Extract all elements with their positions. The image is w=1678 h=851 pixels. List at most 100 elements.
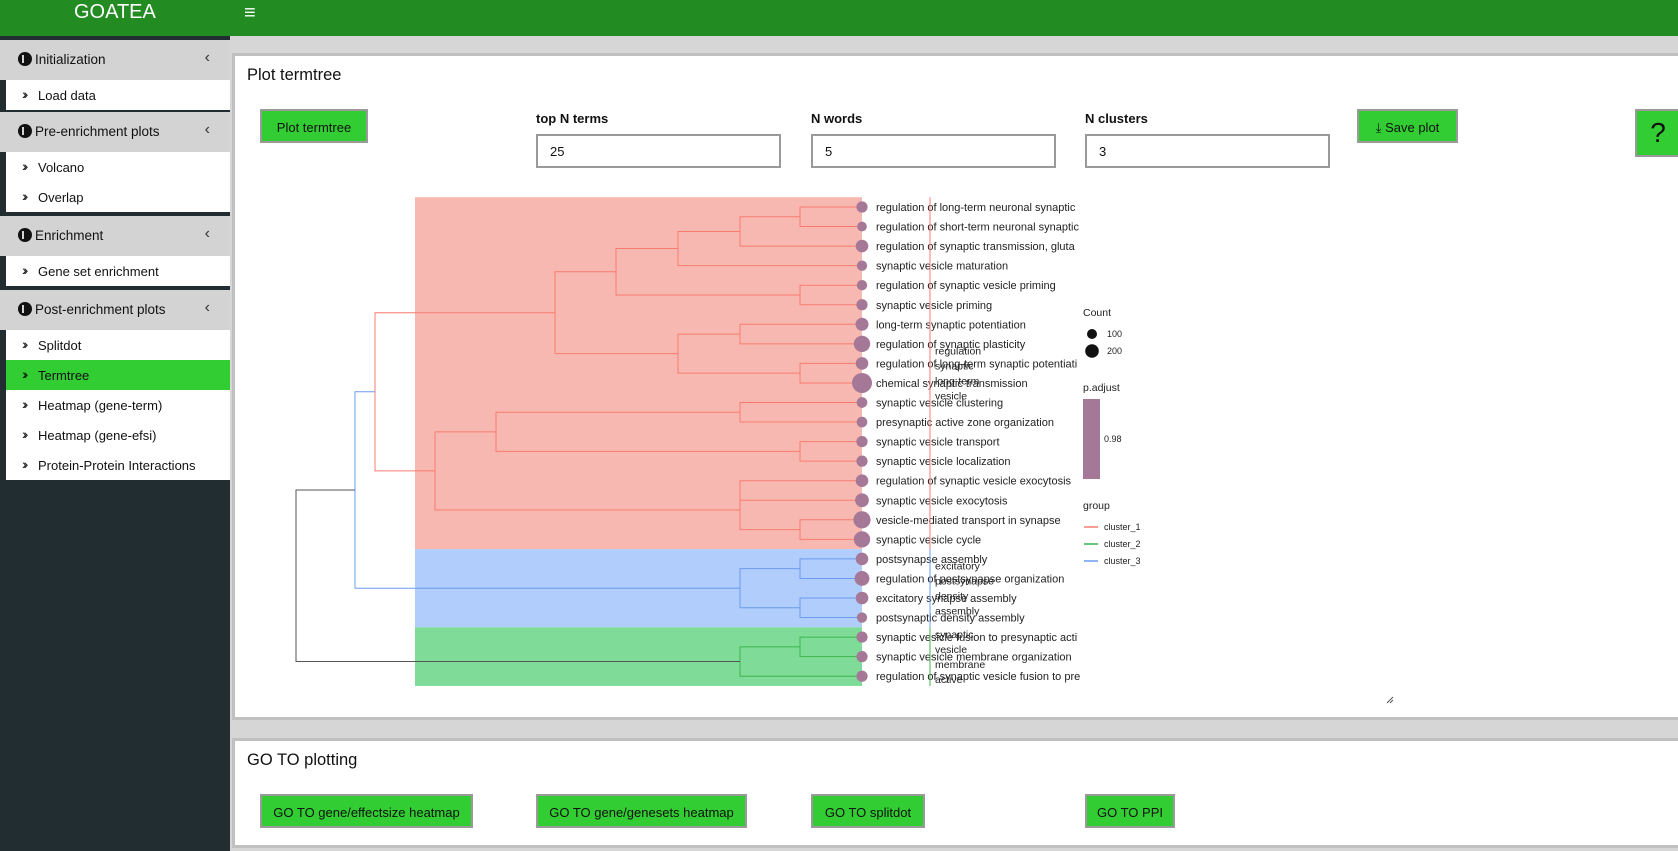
term-dot: [853, 511, 871, 529]
term-label: regulation of long-term neuronal synapti…: [876, 202, 1076, 214]
help-button[interactable]: ?: [1635, 109, 1678, 157]
term-label: postsynapse assembly: [876, 554, 988, 566]
termtree-plot: regulation of long-term neuronal synapti…: [295, 197, 1394, 704]
term-label: synaptic vesicle localization: [876, 456, 1011, 468]
padj-colorbar: [1083, 399, 1100, 479]
count-legend-label: 200: [1107, 346, 1122, 356]
count-legend-label: 100: [1107, 329, 1122, 339]
top-navbar: GOATEA ≡: [0, 0, 1678, 36]
group-legend-label: cluster_1: [1104, 522, 1141, 532]
cluster-word: synaptic: [935, 629, 974, 641]
sidebar-section-post-enrichment[interactable]: Post-enrichment plots ‹: [0, 290, 230, 330]
sidebar-section-pre-enrichment[interactable]: Pre-enrichment plots ‹: [0, 112, 230, 152]
count-legend-dot: [1087, 329, 1097, 339]
sidebar-section-initialization[interactable]: Initialization ‹: [0, 40, 230, 80]
double-chevron-icon: ››: [22, 366, 29, 382]
term-label: excitatory synapse assembly: [876, 593, 1017, 605]
goto-effectsize-heatmap-button[interactable]: GO TO gene/effectsize heatmap: [260, 794, 473, 828]
dendrogram-branches: [295, 206, 862, 677]
term-label: synaptic vesicle membrane organization: [876, 652, 1072, 664]
double-chevron-icon: ››: [22, 426, 29, 442]
term-dot: [856, 651, 868, 663]
cluster-word-labels: regulation synaptic long-term vesicle excita…: [929, 197, 994, 686]
term-dots: [852, 201, 872, 682]
cluster-word: regulation: [935, 346, 981, 358]
sidebar-item-label: Termtree: [38, 368, 90, 383]
term-label: regulation of postsynapse organization: [876, 573, 1064, 585]
save-plot-label: Save plot: [1385, 120, 1440, 135]
palette-icon: [18, 228, 32, 242]
term-label: synaptic vesicle maturation: [876, 261, 1008, 273]
palette-icon: [18, 52, 32, 66]
term-dot: [855, 493, 869, 508]
sidebar-section-label: Post-enrichment plots: [35, 302, 166, 317]
download-icon: ⤓: [1375, 120, 1386, 135]
term-dot: [856, 397, 868, 408]
palette-icon: [18, 124, 32, 138]
sidebar-item-load-data[interactable]: ›› Load data: [6, 80, 230, 110]
double-chevron-icon: ››: [22, 396, 29, 412]
term-label: synaptic vesicle clustering: [876, 398, 1003, 410]
term-label: synaptic vesicle cycle: [876, 534, 981, 546]
n-words-input[interactable]: [811, 134, 1056, 168]
sidebar-item-label: Splitdot: [38, 338, 82, 353]
cluster-band-cluster_2: [415, 627, 862, 686]
sidebar-item-label: Gene set enrichment: [38, 264, 159, 279]
sidebar-item-label: Heatmap (gene-efsi): [38, 428, 157, 443]
group-legend-label: cluster_3: [1104, 556, 1141, 566]
resize-handle-icon[interactable]: [1386, 696, 1394, 704]
branch: [295, 489, 740, 663]
term-dot: [856, 299, 868, 311]
term-dot: [854, 571, 870, 586]
sidebar-item-ppi[interactable]: ›› Protein-Protein Interactions: [6, 450, 230, 480]
term-dot: [855, 317, 869, 331]
padj-legend-title: p.adjust: [1083, 382, 1120, 394]
termtree-panel: Plot termtree Plot termtree top N terms …: [232, 53, 1678, 720]
term-dot: [853, 531, 871, 548]
sidebar-item-heatmap-gene-term[interactable]: ›› Heatmap (gene-term): [6, 390, 230, 420]
term-dot: [856, 436, 868, 448]
count-legend-title: Count: [1083, 307, 1111, 319]
goto-ppi-button[interactable]: GO TO PPI: [1085, 794, 1175, 828]
chevron-left-icon: ‹: [204, 225, 210, 242]
cluster-word: excitatory: [935, 561, 981, 573]
sidebar-item-gene-set-enrichment[interactable]: ›› Gene set enrichment: [6, 256, 230, 286]
term-label: presynaptic active zone organization: [876, 417, 1054, 429]
term-label: synaptic vesicle fusion to presynaptic a…: [876, 632, 1077, 644]
branch: [739, 490, 800, 531]
n-words-label: N words: [811, 111, 863, 126]
app-title: GOATEA: [74, 1, 156, 23]
term-label: regulation of synaptic vesicle exocytosi…: [876, 476, 1072, 488]
term-dot: [855, 239, 869, 253]
top-n-terms-input[interactable]: [536, 134, 781, 168]
cluster-word: long-term: [935, 376, 980, 388]
sidebar-item-overlap[interactable]: ›› Overlap: [6, 182, 230, 212]
term-dot: [853, 335, 871, 353]
goto-genesets-heatmap-button[interactable]: GO TO gene/genesets heatmap: [536, 794, 747, 828]
cluster-word: synaptic: [935, 361, 974, 373]
sidebar-item-volcano[interactable]: ›› Volcano: [6, 152, 230, 182]
sidebar-item-label: Heatmap (gene-term): [38, 398, 163, 413]
term-dot: [856, 280, 868, 291]
sidebar-section-enrichment[interactable]: Enrichment ‹: [0, 216, 230, 256]
goto-splitdot-button[interactable]: GO TO splitdot: [811, 794, 925, 828]
n-clusters-label: N clusters: [1085, 111, 1148, 126]
cluster-word: membrane: [935, 659, 985, 671]
count-legend-dot: [1085, 344, 1099, 358]
sidebar-item-splitdot[interactable]: ›› Splitdot: [6, 330, 230, 360]
sidebar-item-termtree[interactable]: ›› Termtree: [6, 360, 230, 390]
plot-termtree-button[interactable]: Plot termtree: [260, 109, 368, 143]
goto-panel: GO TO plotting GO TO gene/effectsize hea…: [232, 738, 1678, 848]
term-label: regulation of long-term synaptic potenti…: [876, 358, 1077, 370]
term-dot: [856, 416, 868, 428]
term-label: regulation of short-term neuronal synapt…: [876, 222, 1079, 234]
sidebar-toggle-icon[interactable]: ≡: [244, 2, 256, 24]
sidebar-item-label: Volcano: [38, 160, 85, 175]
top-n-terms-label: top N terms: [536, 111, 609, 126]
n-clusters-input[interactable]: [1085, 134, 1330, 168]
save-plot-button[interactable]: ⤓ Save plot: [1357, 109, 1458, 143]
palette-icon: [18, 302, 32, 316]
sidebar-item-heatmap-gene-efsi[interactable]: ›› Heatmap (gene-efsi): [6, 420, 230, 450]
padj-tick-label: 0.98: [1104, 434, 1122, 444]
sidebar-item-label: Load data: [38, 88, 96, 103]
